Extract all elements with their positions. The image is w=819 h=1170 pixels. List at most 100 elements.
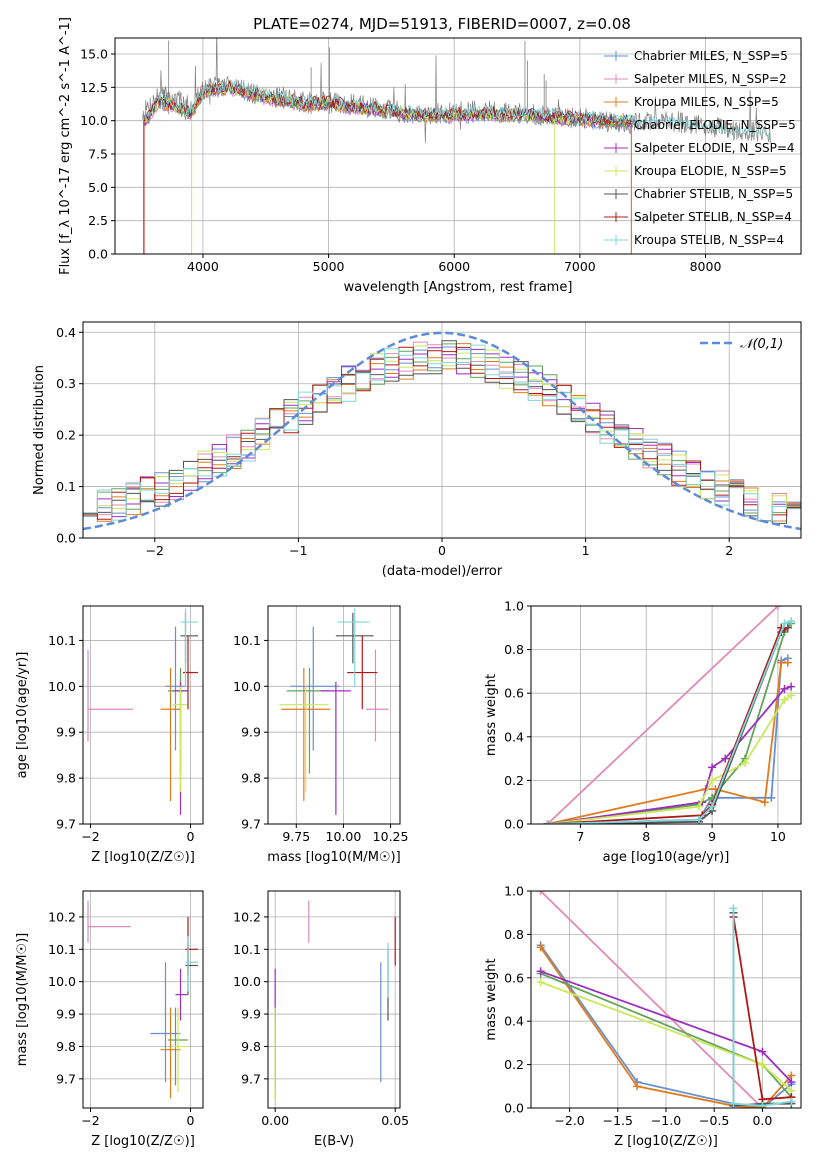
y-tick-label: 10.1 bbox=[48, 942, 76, 957]
x-axis-label: age [log10(age/yr)] bbox=[603, 850, 730, 865]
mass-weight-line bbox=[547, 626, 785, 824]
x-axis-label: (data-model)/error bbox=[382, 564, 503, 579]
panel-mass-vs-Z: −2 0 9.7 9.8 9.9 10.0 10.1 10.2 Z [log10(Z/Z☉)] m… bbox=[15, 890, 204, 1149]
mass-weight-marker bbox=[780, 619, 789, 628]
y-tick-label: 7.5 bbox=[88, 147, 108, 162]
mass-weight-marker bbox=[773, 606, 782, 610]
x-tick-label: 7 bbox=[576, 829, 584, 844]
axes-frame bbox=[82, 890, 204, 1109]
x-tick-label: 0.0 bbox=[752, 1113, 772, 1128]
mass-weight-line bbox=[547, 622, 792, 824]
y-tick-label: 9.9 bbox=[241, 1007, 261, 1022]
mass-weight-line bbox=[547, 694, 792, 824]
legend-label: Salpeter ELODIE, N_SSP=4 bbox=[634, 141, 795, 155]
legend-label: Kroupa STELIB, N_SSP=4 bbox=[634, 233, 784, 247]
y-tick-label: 10.0 bbox=[48, 679, 76, 694]
x-tick-label: 10 bbox=[770, 829, 786, 844]
mass-weight-line bbox=[547, 685, 792, 824]
x-tick-label: 0 bbox=[438, 543, 446, 558]
x-tick-label: 0.00 bbox=[261, 1113, 289, 1128]
y-tick-label: 1.0 bbox=[504, 599, 524, 614]
panel-age-vs-Z: −2 0 9.7 9.8 9.9 10.0 10.1 Z [log10(Z/Z☉)] age [… bbox=[15, 605, 204, 865]
mass-weight-marker bbox=[708, 763, 717, 772]
y-tick-label: 9.9 bbox=[241, 725, 261, 740]
mass-weight-line bbox=[539, 891, 764, 1108]
legend-label: Salpeter MILES, N_SSP=2 bbox=[634, 72, 787, 86]
mass-weight-marker bbox=[536, 978, 545, 987]
x-tick-label: 4000 bbox=[187, 259, 219, 274]
axes-frame bbox=[114, 37, 802, 255]
figure-title: PLATE=0274, MJD=51913, FIBERID=0007, z=0… bbox=[253, 15, 631, 33]
y-tick-label: 9.8 bbox=[241, 771, 261, 786]
mass-weight-marker bbox=[729, 904, 738, 913]
y-tick-label: 9.7 bbox=[241, 1071, 261, 1086]
y-tick-label: 9.7 bbox=[56, 1071, 76, 1086]
y-tick-label: 12.5 bbox=[80, 80, 108, 95]
y-tick-label: 0.2 bbox=[56, 428, 76, 443]
mass-weight-marker bbox=[780, 695, 789, 704]
y-tick-label: 10.0 bbox=[48, 974, 76, 989]
x-tick-label: −2 bbox=[81, 829, 99, 844]
y-tick-label: 2.5 bbox=[88, 213, 108, 228]
y-axis-label: mass [log10(M/M☉)] bbox=[15, 933, 30, 1066]
y-tick-label: 10.0 bbox=[80, 113, 108, 128]
y-tick-label: 0.4 bbox=[504, 729, 524, 744]
mass-weight-marker bbox=[741, 758, 750, 767]
y-tick-label: 0.8 bbox=[504, 642, 524, 657]
x-axis-label: Z [log10(Z/Z☉)] bbox=[91, 1134, 195, 1149]
x-tick-label: 5000 bbox=[313, 259, 345, 274]
mass-weight-marker bbox=[536, 967, 545, 976]
x-tick-label: 0 bbox=[187, 1113, 195, 1128]
mass-weight-marker bbox=[729, 1099, 738, 1108]
y-tick-label: 5.0 bbox=[88, 180, 108, 195]
panels: 4000 5000 6000 7000 80000.02.55.07.510.012.5… bbox=[15, 17, 802, 1149]
mass-weight-marker bbox=[787, 1097, 796, 1106]
x-tick-label: −2 bbox=[146, 543, 164, 558]
x-tick-label: 2 bbox=[725, 543, 733, 558]
plot-area bbox=[142, 38, 772, 254]
legend-label: Chabrier ELODIE, N_SSP=5 bbox=[634, 118, 796, 132]
x-tick-label: 7000 bbox=[564, 259, 596, 274]
y-tick-label: 1.0 bbox=[504, 884, 524, 899]
y-tick-label: 0.1 bbox=[56, 479, 76, 494]
y-tick-label: 0.0 bbox=[56, 531, 76, 546]
panel-mass-vs-EBV: 0.00 0.05 9.7 9.8 9.9 10.0 10.1 10.2 E(B-V) bbox=[233, 890, 409, 1149]
y-tick-label: 0.2 bbox=[504, 773, 524, 788]
y-tick-label: 0.8 bbox=[504, 927, 524, 942]
x-axis-label: Z [log10(Z/Z☉)] bbox=[91, 850, 195, 865]
y-tick-label: 10.0 bbox=[233, 974, 261, 989]
y-tick-label: 0.4 bbox=[56, 325, 76, 340]
mass-weight-marker bbox=[694, 802, 703, 811]
mass-weight-marker bbox=[543, 820, 552, 824]
model-spectrum-line bbox=[144, 80, 633, 127]
y-tick-label: 10.1 bbox=[233, 942, 261, 957]
mass-weight-line bbox=[547, 620, 792, 824]
x-tick-label: 10.25 bbox=[373, 829, 409, 844]
x-axis-label: mass [log10(M/M☉)] bbox=[267, 850, 400, 865]
x-tick-label: −1.5 bbox=[603, 1113, 633, 1128]
panel-residual-histogram: −2 −1 0 1 2 0.0 0.1 0.2 0.3 0.4 (data-model)/error… bbox=[32, 321, 802, 579]
y-tick-label: 10.2 bbox=[48, 909, 76, 924]
x-tick-label: −1 bbox=[289, 543, 307, 558]
y-tick-label: 10.1 bbox=[48, 633, 76, 648]
y-tick-label: 0.0 bbox=[504, 817, 524, 832]
y-axis-label: age [log10(age/yr)] bbox=[15, 652, 30, 779]
x-axis-label: Z [log10(Z/Z☉)] bbox=[614, 1134, 718, 1149]
x-tick-label: 9.75 bbox=[282, 829, 310, 844]
x-tick-label: 9 bbox=[708, 829, 716, 844]
y-tick-label: 9.8 bbox=[241, 1039, 261, 1054]
axes-frame bbox=[267, 605, 401, 825]
mass-weight-marker bbox=[694, 815, 703, 824]
x-axis-label: wavelength [Angstrom, rest frame] bbox=[344, 280, 573, 295]
panel-age-vs-mass: 9.75 10.00 10.25 9.7 9.8 9.9 10.0 10.1 mass [log… bbox=[233, 605, 409, 865]
y-tick-label: 9.8 bbox=[56, 1039, 76, 1054]
y-axis-label: mass weight bbox=[484, 958, 499, 1040]
plot-area bbox=[83, 331, 801, 531]
y-axis-label: mass weight bbox=[484, 674, 499, 756]
mass-weight-marker bbox=[758, 1047, 767, 1056]
y-tick-label: 10.1 bbox=[233, 633, 261, 648]
histogram-step-line bbox=[83, 346, 801, 522]
mass-weight-marker bbox=[721, 754, 730, 763]
mass-weight-marker bbox=[767, 793, 776, 802]
